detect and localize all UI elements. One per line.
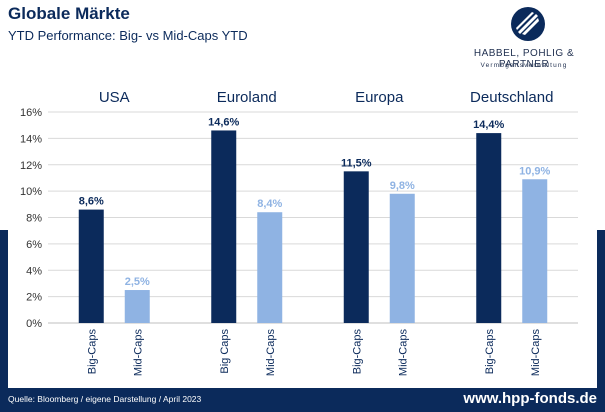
logo-company-name: HABBEL, POHLIG & PARTNER bbox=[473, 48, 575, 70]
category-label: Mid-Caps bbox=[530, 329, 542, 377]
bar bbox=[522, 179, 548, 323]
bar bbox=[78, 209, 104, 323]
bar bbox=[257, 212, 283, 323]
bar bbox=[389, 193, 415, 323]
category-label: Big Caps bbox=[219, 329, 231, 374]
y-tick-label: 10% bbox=[20, 186, 42, 198]
data-label: 11,5% bbox=[341, 157, 372, 169]
category-label: Mid-Caps bbox=[132, 329, 144, 377]
y-tick-label: 0% bbox=[26, 318, 42, 330]
bar bbox=[211, 130, 237, 323]
stylized-wing-icon bbox=[511, 7, 545, 41]
group-label-europa: Europa bbox=[355, 89, 404, 106]
footer-bar: Quelle: Bloomberg / eigene Darstellung /… bbox=[0, 388, 605, 412]
category-label: Big-Caps bbox=[86, 329, 98, 375]
y-tick-label: 12% bbox=[20, 160, 42, 172]
data-label: 9,8% bbox=[390, 180, 415, 192]
category-label: Mid-Caps bbox=[265, 329, 277, 377]
group-label-euroland: Euroland bbox=[217, 89, 277, 106]
group-label-usa: USA bbox=[99, 89, 130, 106]
category-label: Big-Caps bbox=[351, 329, 363, 375]
group-label-deutschland: Deutschland bbox=[470, 89, 553, 106]
chart-subtitle: YTD Performance: Big- vs Mid-Caps YTD bbox=[8, 28, 248, 43]
right-accent-band bbox=[597, 230, 605, 388]
y-tick-label: 14% bbox=[20, 133, 42, 145]
data-label: 14,4% bbox=[473, 119, 504, 131]
data-label: 8,4% bbox=[257, 198, 282, 210]
y-tick-label: 4% bbox=[26, 265, 42, 277]
category-label: Mid-Caps bbox=[397, 329, 409, 377]
logo-tagline: Vermögensverwaltung bbox=[480, 62, 568, 69]
source-note: Quelle: Bloomberg / eigene Darstellung /… bbox=[8, 394, 202, 404]
category-label: Big-Caps bbox=[484, 329, 496, 375]
bar bbox=[124, 290, 150, 323]
bar bbox=[476, 133, 502, 323]
website-link[interactable]: www.hpp-fonds.de bbox=[463, 390, 597, 407]
bar bbox=[343, 171, 369, 323]
data-label: 14,6% bbox=[208, 116, 239, 128]
y-tick-label: 6% bbox=[26, 239, 42, 251]
y-tick-label: 8% bbox=[26, 213, 42, 225]
data-label: 8,6% bbox=[79, 196, 104, 208]
data-label: 2,5% bbox=[125, 276, 150, 288]
bar-chart: 0% 2% 4% 6% 8% 10% 12% 14% 16% USA 8,6% Big-Caps 2,5… bbox=[20, 89, 578, 377]
company-logo: HABBEL, POHLIG & PARTNER Vermögensverwal… bbox=[448, 4, 600, 74]
chart-title: Globale Märkte bbox=[8, 4, 130, 23]
y-tick-label: 16% bbox=[20, 107, 42, 119]
data-label: 10,9% bbox=[519, 165, 550, 177]
left-accent-band bbox=[0, 230, 8, 388]
y-tick-label: 2% bbox=[26, 292, 42, 304]
